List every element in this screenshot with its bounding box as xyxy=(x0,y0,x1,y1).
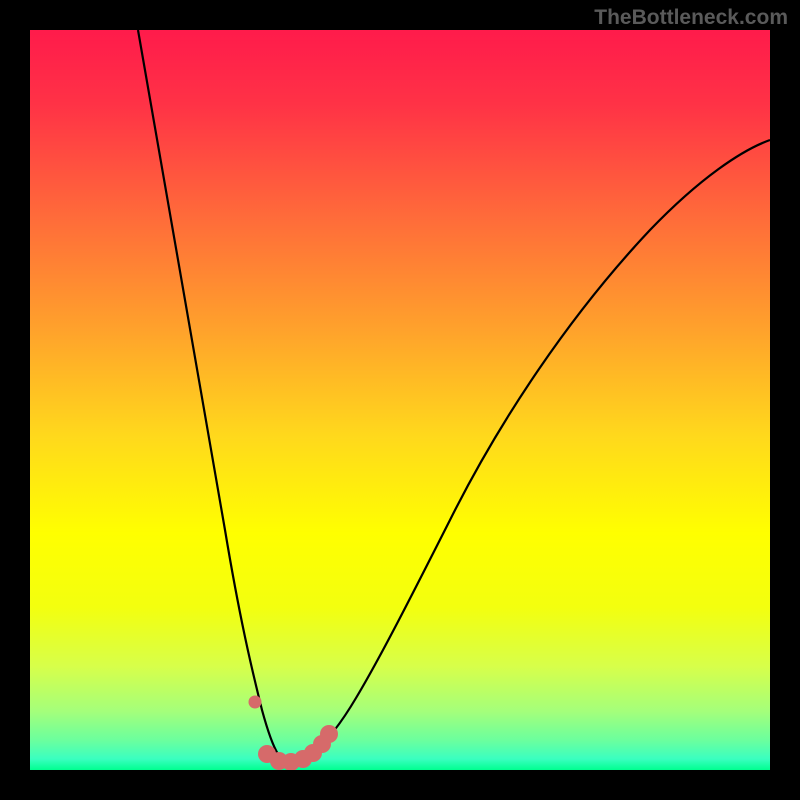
chart-container: TheBottleneck.com xyxy=(0,0,800,800)
marker-dot xyxy=(320,725,338,743)
plot-area xyxy=(30,30,770,770)
bottleneck-curve xyxy=(138,30,770,762)
marker-dot xyxy=(249,696,262,709)
watermark-text: TheBottleneck.com xyxy=(594,6,788,30)
curve-layer xyxy=(30,30,770,770)
